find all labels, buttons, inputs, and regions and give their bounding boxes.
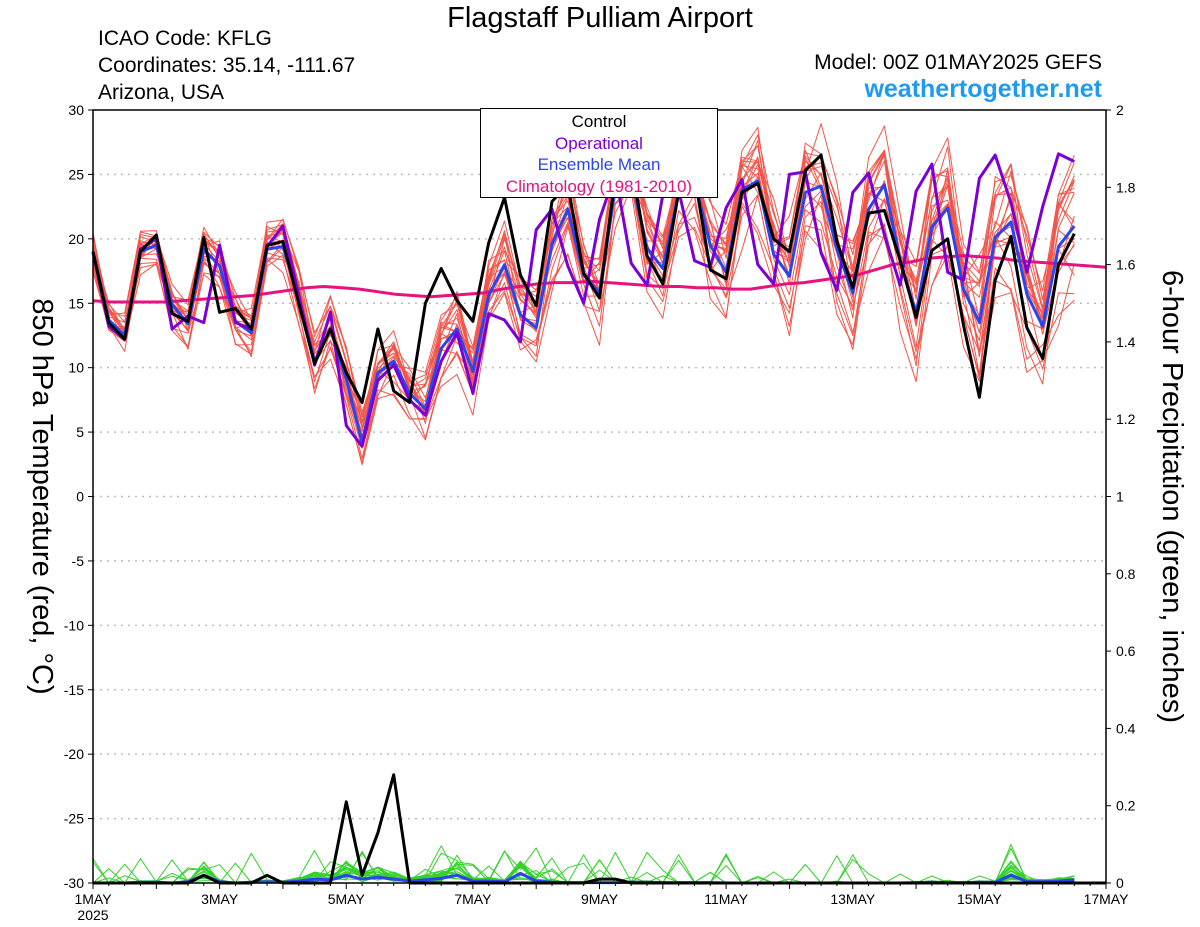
- climatology-line: [92, 254, 1107, 304]
- x-tick-label: 15MAY: [957, 891, 1003, 907]
- y2-tick-label: 1.4: [1116, 334, 1136, 350]
- y-tick-label: -5: [72, 553, 85, 569]
- y2-tick-label: 1.8: [1116, 179, 1136, 195]
- y2-tick-label: 1.2: [1116, 411, 1136, 427]
- x-tick-label: 3MAY: [201, 891, 239, 907]
- chart-title: Flagstaff Pulliam Airport: [447, 2, 753, 34]
- y-tick-label: 15: [68, 295, 84, 311]
- y-tick-label: -25: [64, 811, 84, 827]
- x-tick-label: 1MAY: [74, 891, 112, 907]
- y2-tick-label: 1.6: [1116, 257, 1136, 273]
- icao-code: ICAO Code: KFLG: [98, 27, 272, 50]
- y2-tick-label: 0.4: [1116, 720, 1136, 736]
- y-tick-label: 20: [68, 231, 84, 247]
- legend-control: Control: [571, 112, 627, 131]
- y-axis-label: 850 hPa Temperature (red, °C): [26, 298, 58, 694]
- y2-tick-label: 1: [1116, 489, 1124, 505]
- y2-tick-label: 0.2: [1116, 798, 1136, 814]
- x-tick-label: 13MAY: [830, 891, 876, 907]
- region: Arizona, USA: [98, 81, 225, 104]
- x-tick-label: 5MAY: [328, 891, 366, 907]
- legend-operational: Operational: [555, 133, 643, 153]
- x-tick-sublabel: 2025: [77, 907, 108, 923]
- y2-tick-label: 0.8: [1116, 566, 1136, 582]
- precip-control-line: [93, 773, 1106, 885]
- y2-axis-label: 6-hour Precipitation (green, inches): [1156, 270, 1188, 723]
- y-tick-label: -10: [64, 617, 84, 633]
- y-tick-label: 5: [76, 424, 84, 440]
- y2-tick-label: 0.6: [1116, 643, 1136, 659]
- y2-tick-label: 2: [1116, 102, 1124, 118]
- x-tick-label: 7MAY: [454, 891, 492, 907]
- precip-member-line: [93, 861, 1075, 884]
- coordinates: Coordinates: 35.14, -111.67: [98, 54, 356, 77]
- y-tick-label: -20: [64, 746, 84, 762]
- precip-member-line: [92, 860, 1075, 884]
- y-tick-label: 25: [68, 166, 84, 182]
- precip-member-line: [92, 858, 1075, 884]
- legend-climatology: Climatology (1981-2010): [505, 176, 693, 196]
- y-tick-label: 0: [76, 489, 84, 505]
- y-tick-label: 10: [68, 360, 84, 376]
- y-tick-label: -30: [64, 875, 84, 891]
- y-tick-label: 30: [68, 102, 84, 118]
- legend-mean: Ensemble Mean: [537, 155, 661, 174]
- y-tick-label: -15: [64, 682, 84, 698]
- x-tick-label: 17MAY: [1084, 891, 1130, 907]
- legend: Control Operational Ensemble Mean Climat…: [480, 108, 718, 198]
- model-run: Model: 00Z 01MAY2025 GEFS: [814, 51, 1102, 74]
- x-tick-label: 9MAY: [581, 891, 619, 907]
- precip-member-line: [93, 845, 1075, 884]
- precip-member-line: [92, 862, 1075, 884]
- control-line: [91, 153, 1076, 404]
- temp-member-line: [92, 190, 1075, 459]
- site-name: weathertogether.net: [864, 75, 1102, 103]
- y2-tick-label: 0: [1116, 875, 1124, 891]
- x-tick-label: 11MAY: [704, 891, 748, 907]
